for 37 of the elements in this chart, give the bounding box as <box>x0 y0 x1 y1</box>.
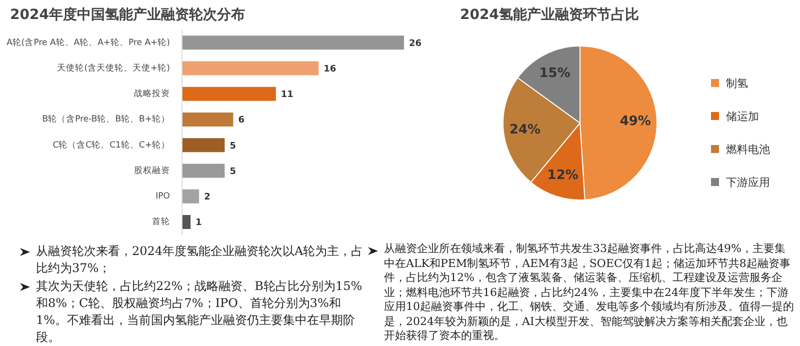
y-tick-label: IPO <box>156 192 170 202</box>
y-tick-label: C轮（含C轮、C1轮、C+轮） <box>52 139 170 150</box>
bar <box>182 36 404 50</box>
bar <box>182 86 276 101</box>
bar <box>182 215 191 230</box>
legend-label: 燃料电池 <box>726 142 770 156</box>
y-tick-label: A轮(含Pre A轮、A轮、A+轮、Pre A+轮) <box>6 36 170 48</box>
data-label: 49% <box>620 114 651 129</box>
bar <box>182 112 234 127</box>
chart-title: 2024氢能产业融资环节占比 <box>460 6 639 24</box>
legend-label: 下游应用 <box>726 174 770 190</box>
y-tick-label: B轮（含Pre-B轮、B轮、B+轮） <box>42 114 170 125</box>
data-label: 2 <box>204 192 210 203</box>
data-label: 12% <box>547 168 578 184</box>
text: 其次为天使轮，占比约22%；战略融资、B轮占比分别为15%和8%；C轮、股权融资均占7%；IPO、首轮分别为3%和1%。不难看出，当前国内氢能产业融资仍主要集中在早期阶段。 <box>36 279 362 344</box>
bar <box>182 189 200 204</box>
bar <box>182 164 225 178</box>
data-label: 16 <box>324 64 336 74</box>
data-label: 5 <box>230 141 236 152</box>
data-label: 1 <box>196 218 202 228</box>
legend-label: 储运加 <box>726 108 759 124</box>
data-label: 11 <box>280 90 294 100</box>
data-label: 15% <box>539 66 570 82</box>
data-label: 6 <box>238 116 244 126</box>
chart-title: 2024年度中国氢能产业融资轮次分布 <box>10 6 245 24</box>
y-tick-label: 战略投资 <box>134 88 170 100</box>
legend-label: 制氢 <box>726 76 748 90</box>
y-tick-label: 股权融资 <box>134 164 170 176</box>
data-label: 24% <box>509 122 541 138</box>
text: 从融资企业所在领域来看，制氢环节共发生33起融资事件，占比高达49%，主要集中在ALK和PEM制氢环节，AEM有3起，SOEC仅有1起；储运加环节共8起融资事件，占比约为12%，包含了液氢装备、储运装备、压缩机、工程建设及运营服务企业；燃料电池环节共16起融资，占比约24%，主要集中在24年度下半年发生；下游应用10起融资事件中，化工、钢铁、交通、发电等多个领域均有所涉及。值得一提的是，2024年较为新颖的是，AI大模型开发、智能驾驶解决方案等相关配套企业，也开始获得了资本的重视。 <box>384 242 794 342</box>
data-label: 5 <box>230 166 236 177</box>
y-tick-label: 天使轮(含天使轮、天使+轮) <box>57 62 170 74</box>
data-label: 26 <box>409 38 422 49</box>
y-tick-label: 首轮 <box>152 216 170 228</box>
text: 从融资轮次来看，2024年度氢能企业融资轮次以A轮为主，占比约为37%； <box>36 244 364 275</box>
bar <box>182 138 225 152</box>
bar <box>182 61 319 76</box>
